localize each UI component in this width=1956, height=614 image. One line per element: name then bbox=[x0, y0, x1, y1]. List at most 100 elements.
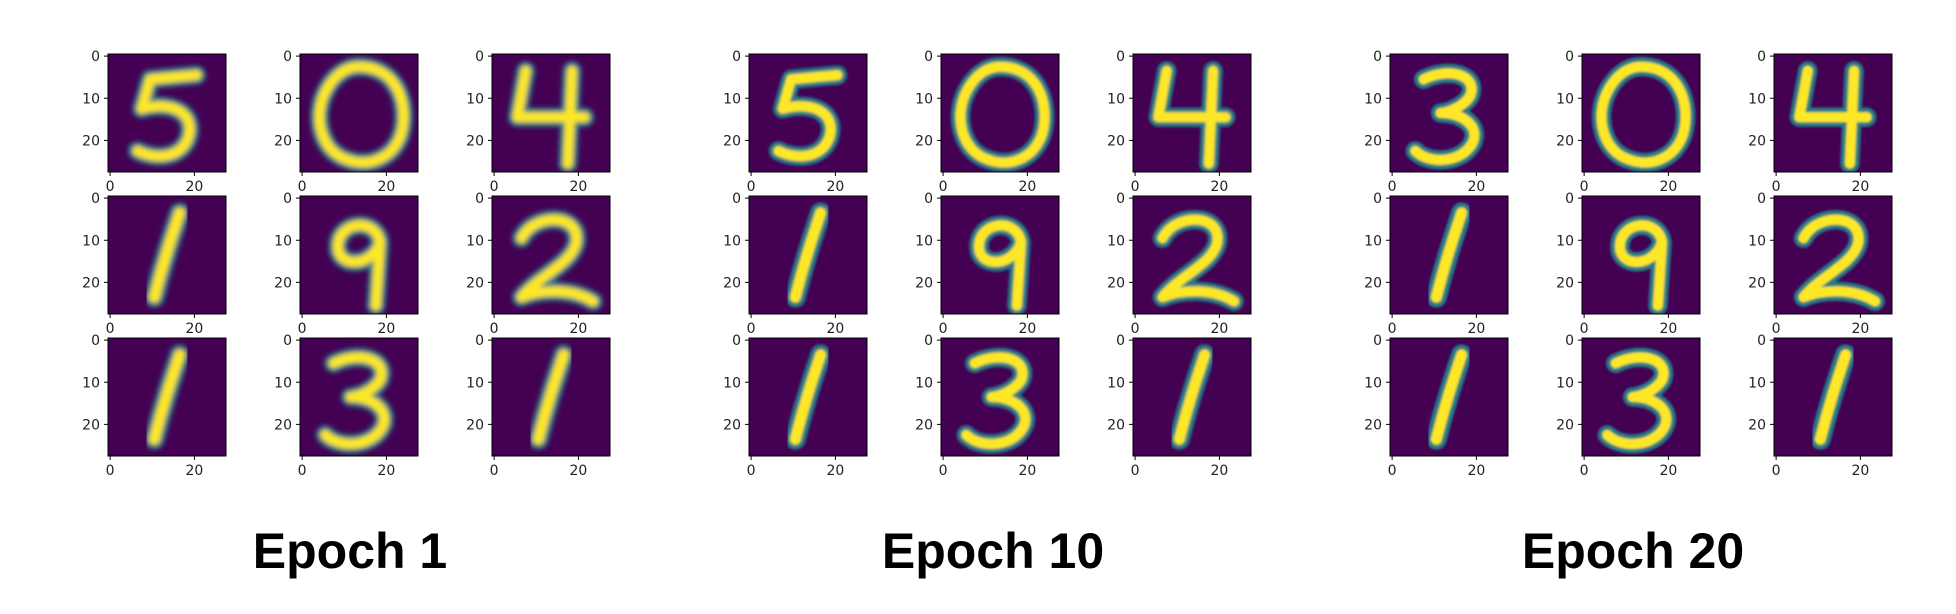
y-tick-label: 0 bbox=[924, 49, 933, 65]
y-tick-label: 20 bbox=[1364, 133, 1382, 149]
y-tick-label: 10 bbox=[1107, 375, 1125, 391]
panel-frame bbox=[940, 195, 1060, 315]
digit-2 bbox=[1793, 210, 1885, 311]
y-tick-label: 10 bbox=[1748, 375, 1766, 391]
y-tick-label: 0 bbox=[732, 49, 741, 65]
x-tick-label: 0 bbox=[1772, 179, 1781, 195]
x-tick-label: 20 bbox=[1210, 179, 1228, 195]
y-tick-label: 20 bbox=[82, 275, 100, 291]
panel-frame bbox=[491, 337, 611, 457]
digit-4 bbox=[1789, 61, 1877, 172]
y-tick-label: 20 bbox=[1556, 275, 1574, 291]
digit-1 bbox=[1168, 344, 1216, 450]
y-tick-label: 20 bbox=[1107, 133, 1125, 149]
x-tick-label: 0 bbox=[298, 321, 307, 337]
y-tick-label: 0 bbox=[475, 191, 484, 207]
y-tick-label: 10 bbox=[82, 91, 100, 107]
y-tick-label: 10 bbox=[1364, 233, 1382, 249]
digit-3 bbox=[1405, 63, 1484, 170]
digit-1 bbox=[527, 344, 575, 450]
panel-frame bbox=[940, 53, 1060, 173]
panel-e20-r2-c0: 0 10 20 0 20 bbox=[1364, 333, 1509, 479]
digit-3 bbox=[1597, 347, 1676, 454]
x-tick-label: 20 bbox=[1018, 321, 1036, 337]
x-tick-label: 0 bbox=[1388, 321, 1397, 337]
panel-frame bbox=[491, 195, 611, 315]
digit-2 bbox=[511, 210, 603, 311]
panel-e10-r1-c0: 0 10 20 0 20 bbox=[723, 191, 868, 337]
y-tick-label: 20 bbox=[274, 417, 292, 433]
epoch-1-title: Epoch 1 bbox=[252, 523, 448, 579]
y-tick-label: 20 bbox=[915, 417, 933, 433]
y-tick-label: 20 bbox=[1748, 275, 1766, 291]
panel-e10-r0-c0: 0 10 20 0 20 bbox=[723, 49, 868, 195]
y-tick-label: 0 bbox=[1373, 333, 1382, 349]
x-tick-label: 0 bbox=[1388, 463, 1397, 479]
panel-e20-r2-c1: 0 10 20 0 20 bbox=[1556, 333, 1701, 479]
x-tick-label: 0 bbox=[1388, 179, 1397, 195]
x-tick-label: 20 bbox=[185, 321, 203, 337]
panel-frame bbox=[299, 337, 419, 457]
panel-frame bbox=[1581, 195, 1701, 315]
panel-e1-r0-c1: 0 10 20 0 20 bbox=[274, 49, 419, 195]
panel-e20-r0-c0: 0 10 20 0 20 bbox=[1364, 49, 1509, 195]
y-tick-label: 10 bbox=[274, 233, 292, 249]
panel-e1-r1-c1: 0 10 20 0 20 bbox=[274, 191, 419, 337]
x-tick-label: 20 bbox=[1851, 463, 1869, 479]
x-tick-label: 0 bbox=[106, 179, 115, 195]
digit-5 bbox=[768, 65, 848, 166]
panel-e10-r0-c2: 0 10 20 0 20 bbox=[1107, 49, 1252, 195]
panel-frame bbox=[299, 195, 419, 315]
panel-frame bbox=[1581, 337, 1701, 457]
y-tick-label: 0 bbox=[91, 49, 100, 65]
x-tick-label: 20 bbox=[826, 179, 844, 195]
x-tick-label: 0 bbox=[747, 463, 756, 479]
x-tick-label: 20 bbox=[1210, 321, 1228, 337]
y-tick-label: 10 bbox=[915, 233, 933, 249]
digit-9 bbox=[328, 215, 390, 314]
y-tick-label: 20 bbox=[1748, 133, 1766, 149]
y-tick-label: 10 bbox=[915, 91, 933, 107]
panel-frame bbox=[1773, 337, 1893, 457]
digit-2 bbox=[1152, 210, 1244, 311]
digit-0 bbox=[1591, 57, 1696, 172]
x-tick-label: 0 bbox=[1772, 321, 1781, 337]
y-tick-label: 0 bbox=[1116, 191, 1125, 207]
digit-1 bbox=[1425, 202, 1473, 308]
panel-frame bbox=[1389, 195, 1509, 315]
x-tick-label: 20 bbox=[826, 321, 844, 337]
y-tick-label: 0 bbox=[924, 333, 933, 349]
y-tick-label: 20 bbox=[466, 417, 484, 433]
digit-3 bbox=[315, 347, 394, 454]
x-tick-label: 0 bbox=[1580, 321, 1589, 337]
x-tick-label: 20 bbox=[1210, 463, 1228, 479]
panel-e20-r0-c2: 0 10 20 0 20 bbox=[1748, 49, 1893, 195]
epoch-10-title: Epoch 10 bbox=[881, 523, 1105, 579]
y-tick-label: 0 bbox=[1116, 333, 1125, 349]
y-tick-label: 10 bbox=[466, 233, 484, 249]
y-tick-label: 10 bbox=[1556, 233, 1574, 249]
x-tick-label: 0 bbox=[1131, 463, 1140, 479]
x-tick-label: 20 bbox=[1851, 321, 1869, 337]
panel-frame bbox=[491, 53, 611, 173]
y-tick-label: 10 bbox=[1556, 375, 1574, 391]
y-tick-label: 0 bbox=[1373, 191, 1382, 207]
digit-4 bbox=[1148, 61, 1236, 172]
y-tick-label: 20 bbox=[915, 133, 933, 149]
y-tick-label: 20 bbox=[274, 133, 292, 149]
y-tick-label: 10 bbox=[915, 375, 933, 391]
y-tick-label: 0 bbox=[1757, 333, 1766, 349]
panel-frame bbox=[1132, 53, 1252, 173]
x-tick-label: 0 bbox=[939, 463, 948, 479]
panel-e10-r1-c1: 0 10 20 0 20 bbox=[915, 191, 1060, 337]
y-tick-label: 10 bbox=[1107, 233, 1125, 249]
y-tick-label: 10 bbox=[274, 375, 292, 391]
digit-9 bbox=[1610, 215, 1672, 314]
x-tick-label: 0 bbox=[939, 321, 948, 337]
x-tick-label: 20 bbox=[569, 463, 587, 479]
y-tick-label: 0 bbox=[475, 49, 484, 65]
x-tick-label: 0 bbox=[490, 179, 499, 195]
y-tick-label: 20 bbox=[82, 133, 100, 149]
panel-frame bbox=[940, 337, 1060, 457]
y-tick-label: 0 bbox=[1565, 333, 1574, 349]
